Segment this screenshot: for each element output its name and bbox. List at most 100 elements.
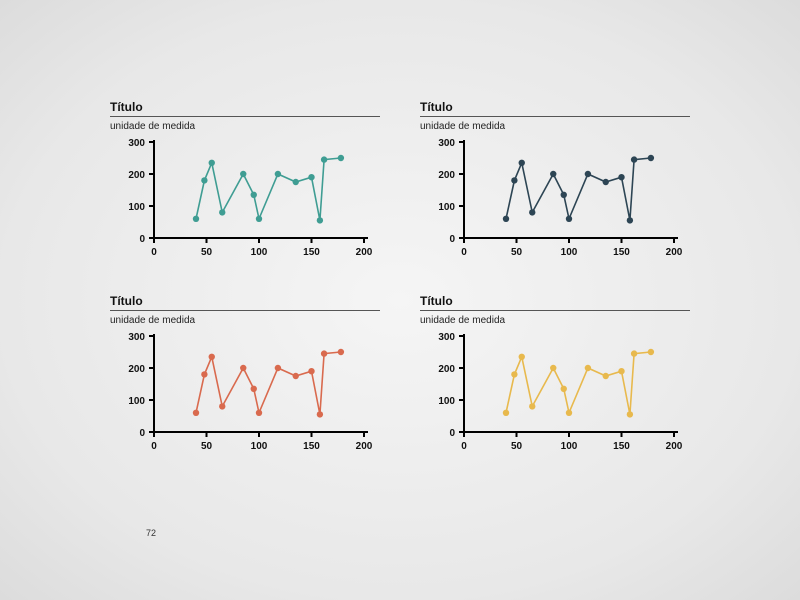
- series-marker: [256, 216, 262, 222]
- series-marker: [529, 403, 535, 409]
- series-marker: [511, 177, 517, 183]
- series-marker: [201, 177, 207, 183]
- y-tick-label: 100: [128, 396, 145, 407]
- x-tick-label: 0: [461, 441, 467, 452]
- series-marker: [550, 365, 556, 371]
- x-tick-label: 0: [151, 247, 157, 258]
- y-tick-label: 300: [128, 138, 145, 149]
- series-marker: [603, 179, 609, 185]
- series-marker: [648, 155, 654, 161]
- series-marker: [519, 160, 525, 166]
- y-tick-label: 200: [128, 364, 145, 375]
- chart-grid: Título unidade de medida 0 100 200 300 0 50 100 1…: [110, 100, 690, 460]
- series-line: [506, 158, 651, 220]
- chart-box: 0100200300050100150200: [420, 330, 690, 460]
- series-marker: [648, 349, 654, 355]
- series-marker: [561, 386, 567, 392]
- series-marker: [193, 216, 199, 222]
- panel-subtitle: unidade de medida: [420, 121, 690, 132]
- series-marker: [566, 410, 572, 416]
- chart-panel-top-left: Títulounidade de medida01002003000501001…: [110, 100, 380, 266]
- series-marker: [275, 365, 281, 371]
- series-marker: [529, 209, 535, 215]
- chart-panel-top-right: Títulounidade de medida01002003000501001…: [420, 100, 690, 266]
- x-tick-label: 0: [151, 441, 157, 452]
- x-tick-label: 150: [613, 247, 630, 258]
- y-tick-label: 100: [438, 396, 455, 407]
- panel-title: Título: [420, 100, 690, 114]
- series-marker: [627, 217, 633, 223]
- series-marker: [631, 350, 637, 356]
- series-marker: [321, 156, 327, 162]
- series-marker: [209, 354, 215, 360]
- y-tick-label: 0: [449, 234, 455, 245]
- x-tick-label: 200: [356, 441, 373, 452]
- series-line: [506, 352, 651, 414]
- series-marker: [321, 350, 327, 356]
- series-marker: [275, 171, 281, 177]
- series-marker: [550, 171, 556, 177]
- chart-panel-bottom-right: Títulounidade de medida01002003000501001…: [420, 294, 690, 460]
- y-tick-label: 0: [449, 428, 455, 439]
- series-marker: [511, 371, 517, 377]
- y-tick-label: 300: [438, 332, 455, 343]
- y-tick-label: 100: [438, 202, 455, 213]
- series-marker: [317, 411, 323, 417]
- series-marker: [209, 160, 215, 166]
- series-marker: [293, 373, 299, 379]
- x-tick-label: 100: [561, 247, 578, 258]
- series-marker: [566, 216, 572, 222]
- series-marker: [240, 171, 246, 177]
- series-marker: [251, 386, 257, 392]
- y-tick-label: 200: [438, 364, 455, 375]
- x-tick-label: 150: [303, 441, 320, 452]
- chart-svg: 0100200300050100150200: [420, 330, 690, 460]
- panel-title: Título: [110, 100, 380, 114]
- panel-title: Título: [110, 294, 380, 308]
- title-rule: [110, 310, 380, 311]
- chart-panel-bottom-left: Títulounidade de medida01002003000501001…: [110, 294, 380, 460]
- y-tick-label: 0: [139, 234, 145, 245]
- title-rule: [420, 310, 690, 311]
- series-marker: [627, 411, 633, 417]
- series-marker: [201, 371, 207, 377]
- series-marker: [618, 174, 624, 180]
- x-tick-label: 100: [251, 441, 268, 452]
- series-line: [196, 158, 341, 220]
- chart-box: 0100200300050100150200: [110, 330, 380, 460]
- x-tick-label: 50: [511, 247, 523, 258]
- series-marker: [338, 155, 344, 161]
- series-marker: [308, 368, 314, 374]
- series-marker: [240, 365, 246, 371]
- y-tick-label: 0: [139, 428, 145, 439]
- x-tick-label: 200: [666, 247, 683, 258]
- title-rule: [420, 116, 690, 117]
- series-marker: [503, 216, 509, 222]
- series-marker: [193, 410, 199, 416]
- series-line: [196, 352, 341, 414]
- panel-title: Título: [420, 294, 690, 308]
- series-marker: [338, 349, 344, 355]
- page-number: 72: [146, 528, 156, 538]
- chart-box: 0100200300050100150200: [420, 136, 690, 266]
- x-tick-label: 50: [201, 247, 213, 258]
- series-marker: [256, 410, 262, 416]
- panel-subtitle: unidade de medida: [110, 315, 380, 326]
- series-marker: [251, 192, 257, 198]
- series-marker: [219, 209, 225, 215]
- y-tick-label: 300: [438, 138, 455, 149]
- x-tick-label: 50: [201, 441, 213, 452]
- series-marker: [219, 403, 225, 409]
- series-marker: [308, 174, 314, 180]
- series-marker: [293, 179, 299, 185]
- chart-svg: 0100200300050100150200: [110, 136, 380, 266]
- y-tick-label: 100: [128, 202, 145, 213]
- x-tick-label: 100: [251, 247, 268, 258]
- series-marker: [618, 368, 624, 374]
- panel-subtitle: unidade de medida: [420, 315, 690, 326]
- chart-box: 0100200300050100150200: [110, 136, 380, 266]
- x-tick-label: 200: [356, 247, 373, 258]
- series-marker: [317, 217, 323, 223]
- chart-svg: 0100200300050100150200: [420, 136, 690, 266]
- series-marker: [631, 156, 637, 162]
